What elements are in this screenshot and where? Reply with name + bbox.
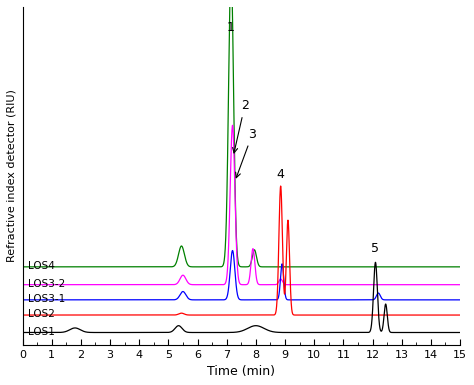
Text: 2: 2 <box>233 99 249 153</box>
Text: 4: 4 <box>277 169 284 181</box>
Text: 1: 1 <box>227 20 235 33</box>
Text: LOS3-1: LOS3-1 <box>28 294 65 304</box>
Text: LOS4: LOS4 <box>28 261 55 271</box>
Y-axis label: Refractive index detector (RIU): Refractive index detector (RIU) <box>7 89 17 262</box>
Text: 5: 5 <box>372 243 380 256</box>
X-axis label: Time (min): Time (min) <box>207 365 275 378</box>
Text: LOS2: LOS2 <box>28 309 55 319</box>
Text: LOS3-2: LOS3-2 <box>28 279 65 288</box>
Text: 3: 3 <box>236 127 256 178</box>
Text: LOS1: LOS1 <box>28 327 55 337</box>
